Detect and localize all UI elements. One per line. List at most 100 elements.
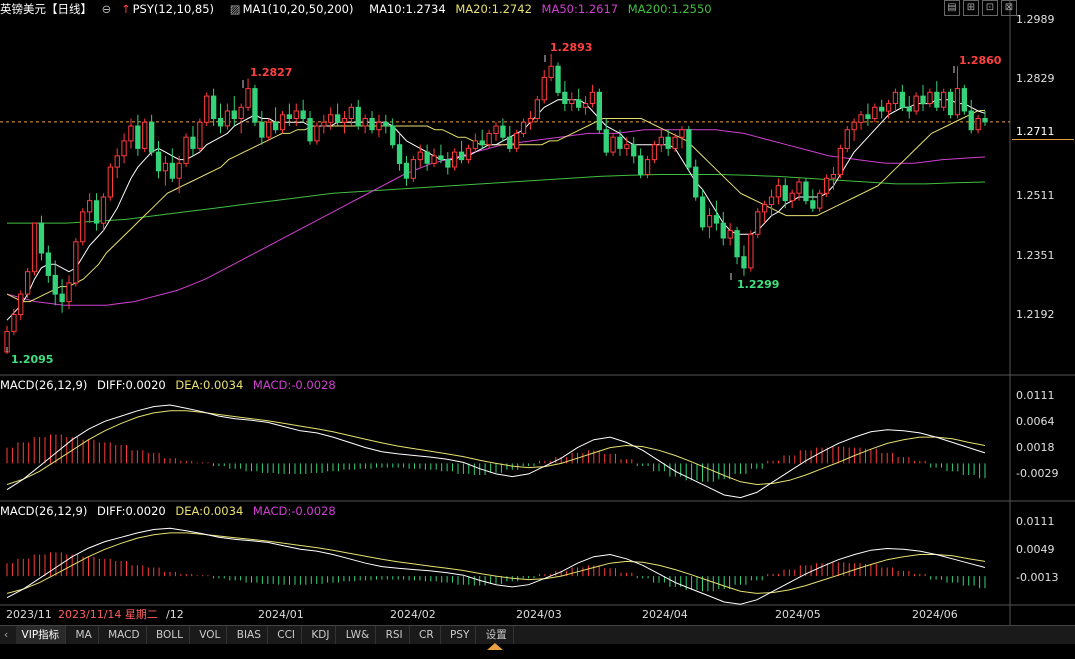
- macd2-axis-label: 0.0111: [1016, 515, 1055, 528]
- candle-body: [899, 91, 906, 108]
- candle-body: [665, 136, 671, 149]
- candle-body: [266, 121, 272, 138]
- ma50-line: [6, 129, 986, 306]
- candle-body: [520, 121, 527, 134]
- candle-body: [975, 118, 981, 131]
- candle-body: [59, 293, 65, 303]
- macd1-macd: MACD:-0.0028: [252, 378, 336, 392]
- tab-lw[interactable]: LW&: [340, 626, 377, 644]
- candle-body: [734, 230, 740, 258]
- candle-body: [713, 215, 720, 224]
- macd1-axis-label: 0.0111: [1016, 389, 1055, 402]
- candle-body: [982, 118, 988, 123]
- ma-label[interactable]: ▨ MA1(10,20,50,200): [230, 2, 360, 16]
- candle-body: [589, 91, 596, 105]
- candle-body: [596, 91, 603, 131]
- candle-body: [548, 65, 554, 78]
- tab-scroll-left-icon[interactable]: ‹: [4, 629, 9, 641]
- macd2-title[interactable]: MACD(26,12,9): [0, 504, 88, 518]
- candle-body: [879, 106, 885, 112]
- candle-body: [362, 118, 368, 127]
- candle-body: [810, 200, 816, 209]
- candle-body: [906, 106, 912, 112]
- tab-vol[interactable]: VOL: [193, 626, 228, 644]
- indicator-icon: ▨: [229, 2, 241, 16]
- maximize-icon[interactable]: ⊠: [1001, 0, 1017, 16]
- restore-icon[interactable]: ⊡: [982, 0, 998, 16]
- candle-body: [176, 162, 182, 179]
- ma50-value: MA50:1.2617: [541, 2, 619, 16]
- candle-body: [968, 110, 974, 131]
- macd2-dea: DEA:0.0034: [175, 504, 244, 518]
- candle-body: [493, 125, 499, 134]
- price-axis-label: 1.2351: [1016, 249, 1055, 262]
- candle-body: [927, 91, 933, 105]
- annotation-low-apr: 1.2299: [737, 278, 780, 291]
- tab-cci[interactable]: CCI: [271, 626, 302, 644]
- macd1-title[interactable]: MACD(26,12,9): [0, 378, 88, 392]
- candle-body: [224, 110, 231, 127]
- tab-kdj[interactable]: KDJ: [305, 626, 337, 644]
- tab-vip[interactable]: VIP指标: [15, 626, 67, 644]
- price-axis-label: 1.2192: [1016, 308, 1055, 321]
- candle-body: [562, 91, 568, 105]
- candle-body: [252, 88, 258, 123]
- candle-body: [500, 125, 506, 138]
- candle-body: [273, 121, 279, 131]
- candle-body: [149, 121, 155, 153]
- candle-body: [679, 129, 685, 138]
- candle-body: [369, 118, 375, 131]
- split-icon[interactable]: ⊞: [963, 0, 979, 16]
- tab-ma[interactable]: MA: [70, 626, 99, 644]
- date-label: 2024/06: [912, 608, 958, 621]
- candle-body: [204, 95, 210, 123]
- candle-body: [941, 91, 947, 108]
- candle-body: [286, 114, 293, 120]
- tab-cr[interactable]: CR: [413, 626, 441, 644]
- macd2-diff: DIFF:0.0020: [97, 504, 166, 518]
- candle-body: [954, 88, 961, 116]
- candle-body: [31, 222, 38, 273]
- tab-rsi[interactable]: RSI: [380, 626, 410, 644]
- annotation-low-nov: 1.2095: [11, 353, 54, 366]
- psy-label[interactable]: ↑ PSY(12,10,85): [121, 2, 220, 16]
- candle-body: [321, 121, 327, 127]
- candle-body: [768, 196, 775, 205]
- ma10-value: MA10:1.2734: [369, 2, 446, 16]
- lock-icon[interactable]: ▤: [944, 0, 960, 16]
- candle-body: [128, 125, 134, 142]
- tab-psy[interactable]: PSY: [444, 626, 477, 644]
- macd2-header: MACD(26,12,9) DIFF:0.0020 DEA:0.0034 MAC…: [0, 502, 342, 520]
- tab-macd[interactable]: MACD: [102, 626, 147, 644]
- ma-text: MA1(10,20,50,200): [242, 2, 354, 16]
- ma200-line: [7, 174, 986, 224]
- symbol-title[interactable]: 英镑美元【日线】: [0, 2, 92, 16]
- macd1-dea-line: [6, 410, 986, 486]
- candle-body: [782, 185, 788, 202]
- macd1-header: MACD(26,12,9) DIFF:0.0020 DEA:0.0034 MAC…: [0, 376, 342, 394]
- candle-body: [438, 155, 444, 161]
- candle-body: [961, 88, 968, 112]
- candle-body: [107, 166, 113, 198]
- psy-text: PSY(12,10,85): [132, 2, 215, 16]
- macd2-dea-line: [6, 532, 986, 594]
- expand-arrow-icon[interactable]: [487, 643, 503, 650]
- candle-body: [789, 192, 795, 202]
- macd2-diff-line: [6, 527, 986, 605]
- tab-settings[interactable]: 设置: [480, 626, 514, 644]
- macd2-macd: MACD:-0.0028: [252, 504, 336, 518]
- candle-body: [390, 125, 396, 146]
- candle-body: [479, 140, 485, 146]
- hover-date-label: 2023/11/14 星期二: [58, 608, 158, 621]
- candle-body: [410, 159, 417, 179]
- tab-bias[interactable]: BIAS: [231, 626, 268, 644]
- annotation-high-jan: 1.2827: [250, 66, 293, 79]
- macd2-axis-label: 0.0049: [1016, 543, 1055, 556]
- candle-body: [293, 110, 299, 119]
- collapse-icon[interactable]: ⊖: [101, 2, 112, 16]
- tab-boll[interactable]: BOLL: [150, 626, 190, 644]
- candle-body: [93, 200, 100, 224]
- candle-body: [383, 121, 389, 127]
